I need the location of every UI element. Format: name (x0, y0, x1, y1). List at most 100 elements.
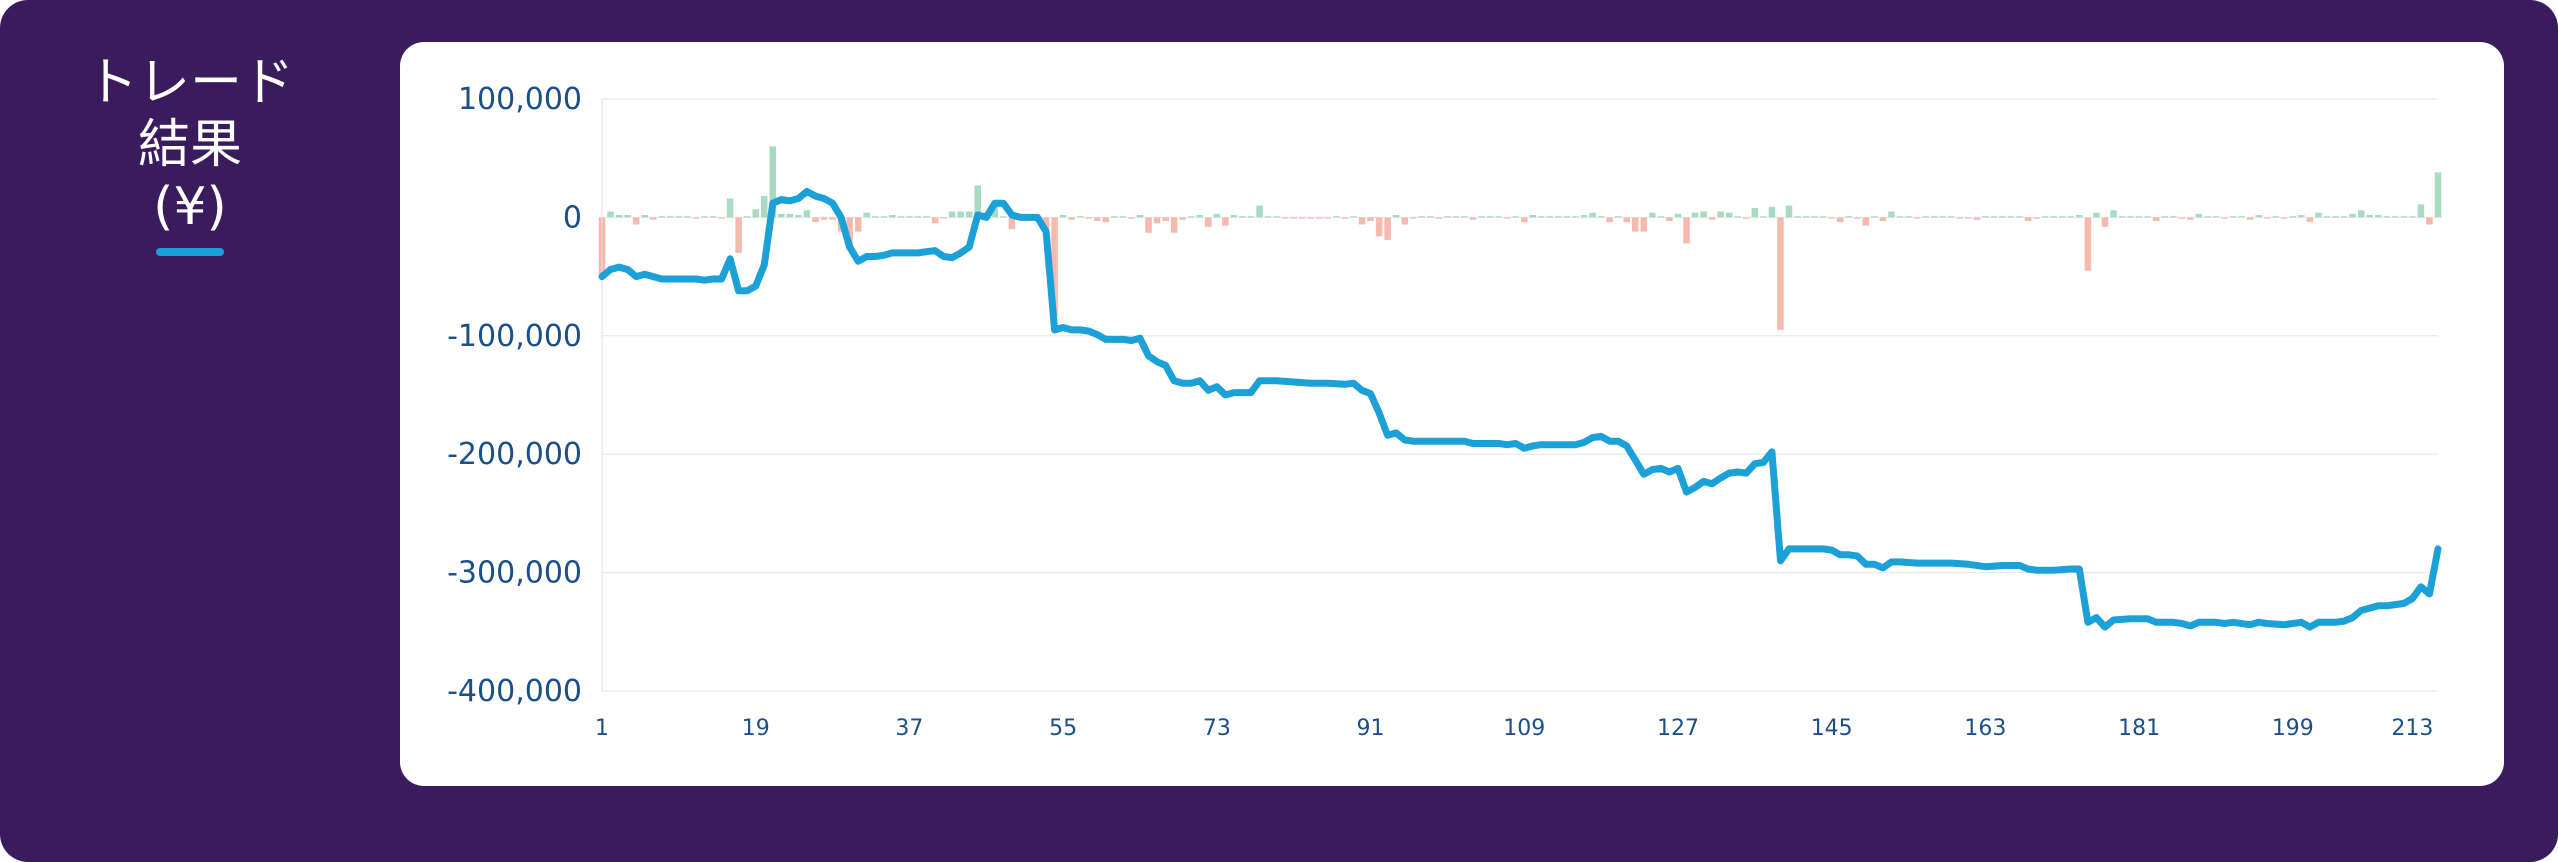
loss-bar (2246, 217, 2254, 220)
loss-bar (1162, 217, 1169, 221)
gain-bar (1196, 215, 1204, 218)
gain-bar (2110, 210, 2117, 218)
loss-bar (718, 217, 725, 219)
y-tick-label: -200,000 (447, 437, 582, 472)
loss-bar (1324, 217, 1332, 219)
gain-bar (2127, 216, 2134, 218)
gain-bar (803, 210, 811, 218)
x-tick-label: 181 (2118, 716, 2160, 741)
gain-bar (1896, 216, 1904, 218)
gain-bar (1905, 216, 1912, 218)
gain-bar (2434, 172, 2442, 218)
loss-bar (1102, 217, 1110, 223)
loss-bar (1956, 217, 1964, 219)
gain-bar (872, 216, 879, 218)
gain-bar (769, 146, 777, 218)
gain-bar (1845, 216, 1853, 218)
loss-bar (2281, 217, 2288, 219)
gain-bar (1076, 216, 1084, 218)
gain-bar (2195, 213, 2203, 218)
gain-bar (1794, 216, 1801, 218)
loss-bar (2101, 217, 2109, 227)
gain-bar (743, 216, 751, 218)
gain-bar (1700, 211, 1707, 218)
gain-bar (752, 209, 759, 218)
gain-bar (2289, 216, 2297, 218)
gain-bar (1333, 216, 1340, 218)
gain-bar (1059, 215, 1067, 218)
gain-bar (1768, 206, 1776, 218)
x-tick-label: 19 (742, 716, 770, 741)
gain-bar (2144, 216, 2151, 218)
chart-card: 100,000 0 -100,000 -200,000 -300,000 -400,000… (400, 42, 2504, 786)
gain-bar (2076, 215, 2083, 218)
y-tick-label: -300,000 (447, 556, 582, 591)
x-tick-label: 109 (1503, 716, 1545, 741)
cumulative-line (598, 187, 2442, 631)
x-tick-label: 145 (1811, 716, 1853, 741)
gain-bar (607, 211, 614, 218)
gain-bar (726, 198, 734, 218)
cumulative-pl-line (598, 187, 2442, 631)
loss-bar (1836, 217, 1844, 223)
gain-bar (2007, 216, 2015, 218)
loss-bar (1051, 217, 1058, 316)
gain-bar (675, 216, 683, 218)
gain-bar (1486, 216, 1494, 218)
gain-bar (1418, 216, 1426, 218)
y-tick-label: 0 (563, 200, 582, 235)
gain-bar (1273, 216, 1280, 218)
loss-bar (2187, 217, 2194, 220)
grid-lines (602, 98, 2438, 692)
x-tick-label: 1 (595, 716, 609, 741)
gain-bar (2238, 216, 2245, 218)
title-underline (156, 248, 224, 256)
y-axis-ticks: 100,000 0 -100,000 -200,000 -300,000 -400,000 (447, 82, 582, 709)
loss-bar (1777, 217, 1784, 330)
gain-bar (1187, 216, 1195, 218)
loss-bar (1222, 217, 1229, 226)
gain-bar (641, 215, 648, 218)
gain-bar (1930, 216, 1938, 218)
title-line-2: 結果 (137, 115, 242, 175)
loss-bar (1068, 217, 1075, 220)
trade-bars (598, 146, 2442, 330)
gain-bar (2067, 216, 2075, 218)
gain-bar (1230, 215, 1238, 218)
loss-bar (1401, 217, 1408, 225)
loss-bar (1965, 217, 1972, 219)
loss-bar (1375, 217, 1383, 237)
gain-bar (1990, 216, 1998, 218)
gain-bar (1546, 216, 1554, 218)
gain-bar (1392, 215, 1400, 218)
gain-bar (1563, 216, 1571, 218)
gain-bar (2323, 216, 2331, 218)
gain-bar (1717, 211, 1724, 218)
gain-bar (2349, 213, 2356, 218)
gain-bar (2366, 215, 2373, 218)
loss-bar (1290, 217, 1297, 219)
gain-bar (684, 216, 691, 218)
loss-bar (1281, 217, 1289, 219)
loss-bar (1384, 217, 1391, 240)
gain-bar (2016, 216, 2023, 218)
loss-bar (1623, 217, 1630, 223)
loss-bar (1503, 217, 1511, 219)
gain-bar (2272, 216, 2279, 218)
gain-bar (658, 216, 666, 218)
loss-bar (1708, 217, 1716, 220)
gain-bar (2161, 216, 2168, 218)
gain-bar (2118, 216, 2126, 218)
gain-bar (1495, 216, 1502, 218)
loss-bar (1410, 217, 1417, 219)
loss-bar (1094, 217, 1101, 221)
loss-bar (2178, 217, 2186, 219)
loss-bar (1469, 217, 1477, 220)
chart-title: トレード 結果 (¥) (40, 52, 340, 256)
gain-bar (2204, 216, 2211, 218)
gain-bar (1478, 216, 1485, 218)
gain-bar (1512, 216, 1519, 218)
loss-bar (2024, 217, 2032, 221)
loss-bar (1128, 217, 1135, 219)
